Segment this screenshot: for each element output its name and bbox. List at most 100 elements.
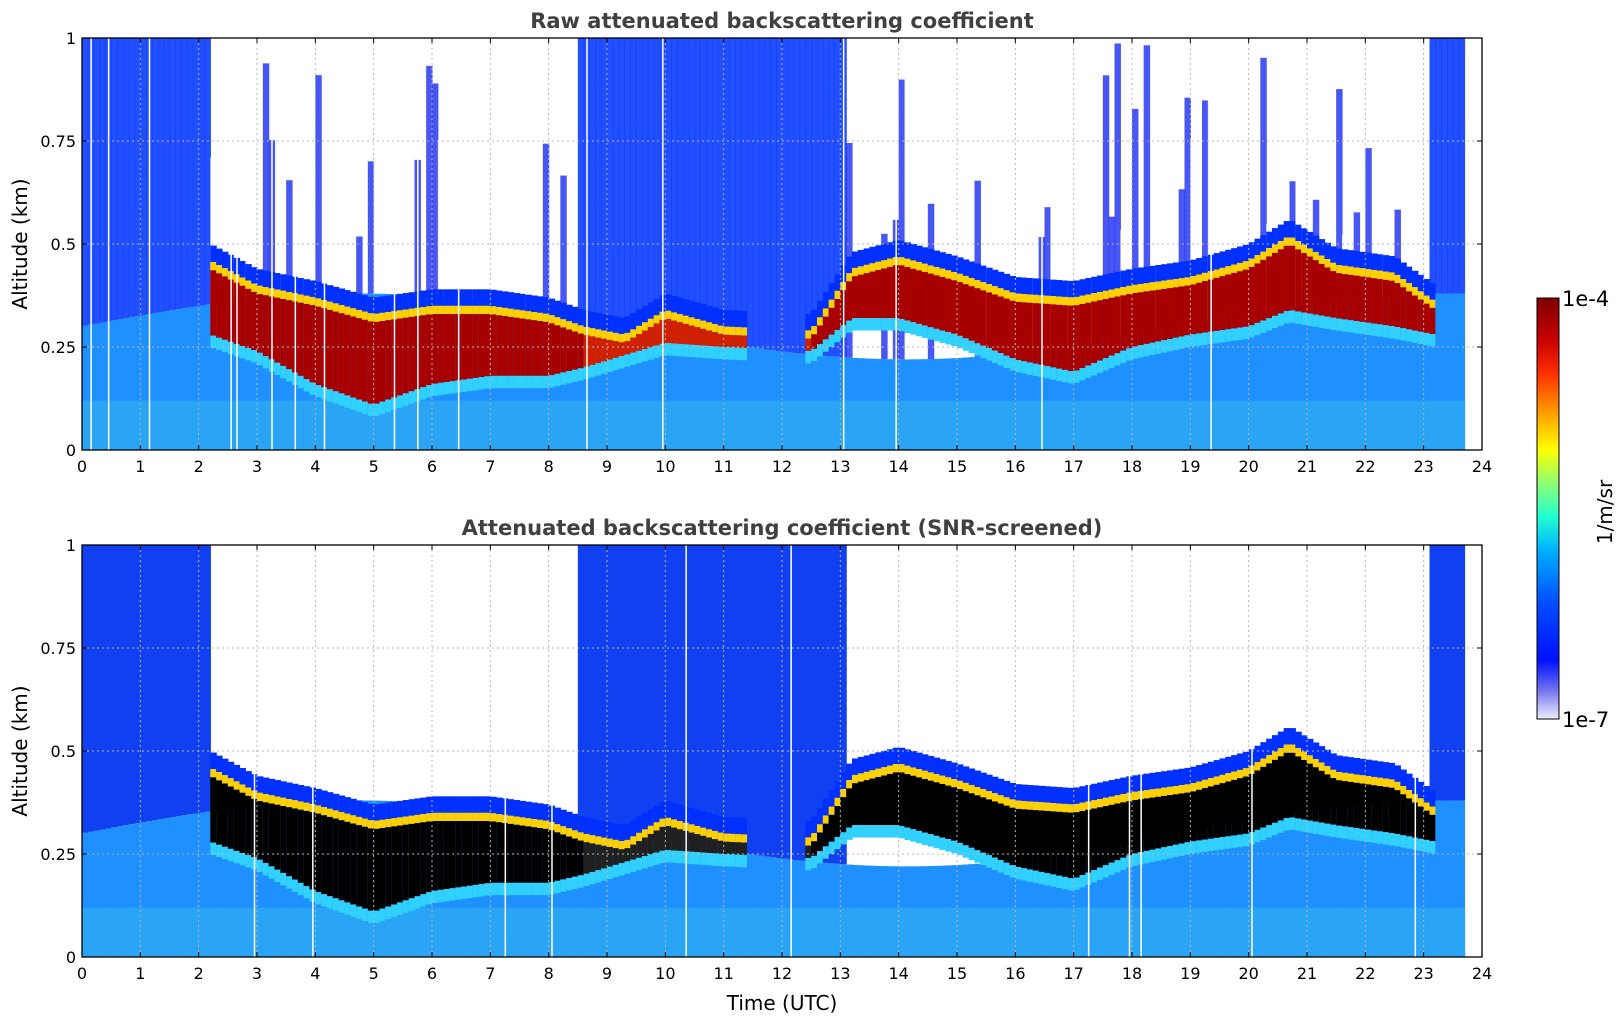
- heatmap-noise-cell: [636, 38, 643, 328]
- heatmap-layer-edge-cell: [1003, 780, 1011, 798]
- heatmap-surface-cell: [87, 907, 95, 957]
- heatmap-surface-cell: [694, 400, 701, 450]
- heatmap-layer-edge-cell: [1225, 329, 1232, 342]
- heatmap-layer-cell: [974, 795, 981, 851]
- heatmap-layer-edge-cell: [367, 296, 375, 314]
- heatmap-surface-cell: [560, 400, 567, 450]
- heatmap-surface-cell: [764, 907, 771, 957]
- heatmap-layer-edge-cell: [496, 375, 503, 389]
- heatmap-layer-edge-cell: [420, 290, 427, 308]
- heatmap-layer-cell: [659, 826, 666, 851]
- heatmap-layer-edge-cell: [233, 850, 241, 864]
- heatmap-layer-edge-cell: [1365, 322, 1372, 336]
- heatmap-layer-edge-cell: [1202, 839, 1209, 852]
- x-tick-label: 1: [135, 964, 145, 983]
- heatmap-layer-edge-cell: [332, 286, 340, 304]
- heatmap-aerosol-cell: [93, 830, 101, 957]
- heatmap-surface-cell: [1458, 907, 1466, 957]
- heatmap-surface-cell: [548, 400, 556, 450]
- heatmap-layer-cell: [1097, 300, 1104, 361]
- heatmap-layer-edge-cell: [1091, 870, 1098, 883]
- heatmap-layer-edge-cell: [449, 812, 456, 822]
- heatmap-surface-cell: [957, 400, 964, 450]
- heatmap-surface-cell: [175, 907, 182, 957]
- heatmap-layer-edge-cell: [391, 801, 398, 819]
- heatmap-layer-edge-cell: [723, 817, 731, 834]
- panel-screened-heatmap: [82, 545, 1466, 957]
- heatmap-layer-edge-cell: [327, 896, 334, 909]
- heatmap-aerosol-cell: [1237, 822, 1244, 957]
- heatmap-layer-edge-cell: [997, 271, 1005, 289]
- heatmap-layer-edge-cell: [1242, 244, 1250, 262]
- heatmap-layer-edge-cell: [1196, 333, 1203, 346]
- heatmap-noise-cell: [723, 38, 731, 344]
- heatmap-aerosol-cell: [222, 302, 229, 450]
- heatmap-aerosol-cell: [1342, 299, 1349, 450]
- heatmap-aerosol-cell: [1132, 335, 1139, 450]
- heatmap-layer-edge-cell: [939, 330, 946, 343]
- x-tick-label: 15: [947, 457, 967, 476]
- heatmap-layer-edge-cell: [1254, 762, 1261, 771]
- heatmap-layer-cell: [939, 783, 946, 838]
- heatmap-missing-profile: [504, 545, 507, 957]
- heatmap-layer-edge-cell: [1091, 783, 1098, 801]
- heatmap-layer-cell: [1347, 274, 1355, 321]
- heatmap-aerosol-cell: [1458, 800, 1466, 957]
- heatmap-layer-edge-cell: [741, 817, 748, 835]
- heatmap-surface-cell: [157, 907, 165, 957]
- heatmap-aerosol-cell: [1184, 325, 1191, 450]
- heatmap-layer-edge-cell: [1307, 231, 1314, 249]
- heatmap-layer-cell: [1067, 305, 1075, 372]
- heatmap-noise-cell: [128, 545, 136, 825]
- heatmap-layer-edge-cell: [653, 822, 661, 831]
- heatmap-layer-edge-cell: [1318, 255, 1326, 264]
- heatmap-layer-edge-cell: [525, 882, 532, 896]
- heatmap-noise-cell: [607, 38, 614, 323]
- heatmap-layer-edge-cell: [525, 818, 532, 827]
- heatmap-surface-cell: [916, 907, 923, 957]
- heatmap-layer-cell: [1388, 787, 1396, 833]
- heatmap-layer-edge-cell: [706, 305, 713, 323]
- heatmap-surface-cell: [1155, 400, 1162, 450]
- heatmap-layer-edge-cell: [647, 347, 655, 360]
- heatmap-noise-cell: [490, 130, 497, 303]
- heatmap-layer-edge-cell: [922, 754, 929, 771]
- heatmap-noise-cell: [93, 38, 101, 324]
- heatmap-layer-cell: [1254, 770, 1261, 830]
- heatmap-layer-edge-cell: [1027, 784, 1034, 802]
- heatmap-aerosol-cell: [1417, 294, 1425, 450]
- heatmap-noise-cell: [735, 38, 742, 346]
- heatmap-layer-edge-cell: [601, 361, 608, 374]
- heatmap-layer-edge-cell: [1108, 780, 1116, 797]
- heatmap-layer-edge-cell: [1056, 787, 1063, 804]
- heatmap-surface-cell: [297, 400, 305, 450]
- heatmap-layer-cell: [1412, 295, 1419, 331]
- heatmap-surface-cell: [461, 907, 468, 957]
- heatmap-layer-edge-cell: [863, 318, 871, 331]
- heatmap-noise-cell: [303, 69, 311, 295]
- heatmap-surface-cell: [1213, 400, 1221, 450]
- heatmap-layer-cell: [910, 775, 917, 830]
- panel-raw-heatmap: [82, 38, 1466, 450]
- heatmap-noise-cell: [1452, 38, 1460, 294]
- heatmap-layer-cell: [472, 314, 480, 378]
- heatmap-layer-cell: [262, 802, 270, 864]
- heatmap-surface-cell: [1324, 907, 1331, 957]
- heatmap-noise-cell: [595, 38, 602, 321]
- heatmap-noise-cell: [1102, 75, 1110, 341]
- heatmap-layer-edge-cell: [665, 294, 672, 311]
- heatmap-surface-cell: [1447, 907, 1454, 957]
- heatmap-aerosol-cell: [1254, 819, 1261, 957]
- heatmap-layer-cell: [1266, 256, 1273, 319]
- heatmap-aerosol-cell: [601, 321, 608, 450]
- heatmap-noise-cell: [589, 38, 596, 320]
- heatmap-layer-edge-cell: [490, 796, 497, 814]
- heatmap-aerosol-cell: [659, 839, 666, 957]
- heatmap-layer-edge-cell: [513, 816, 521, 825]
- panel-screened-title: Attenuated backscattering coefficient (S…: [462, 516, 1103, 540]
- heatmap-layer-edge-cell: [636, 309, 643, 326]
- heatmap-layer-edge-cell: [402, 309, 410, 318]
- heatmap-layer-edge-cell: [1196, 840, 1203, 853]
- heatmap-layer-edge-cell: [1003, 797, 1011, 806]
- heatmap-surface-cell: [1417, 400, 1425, 450]
